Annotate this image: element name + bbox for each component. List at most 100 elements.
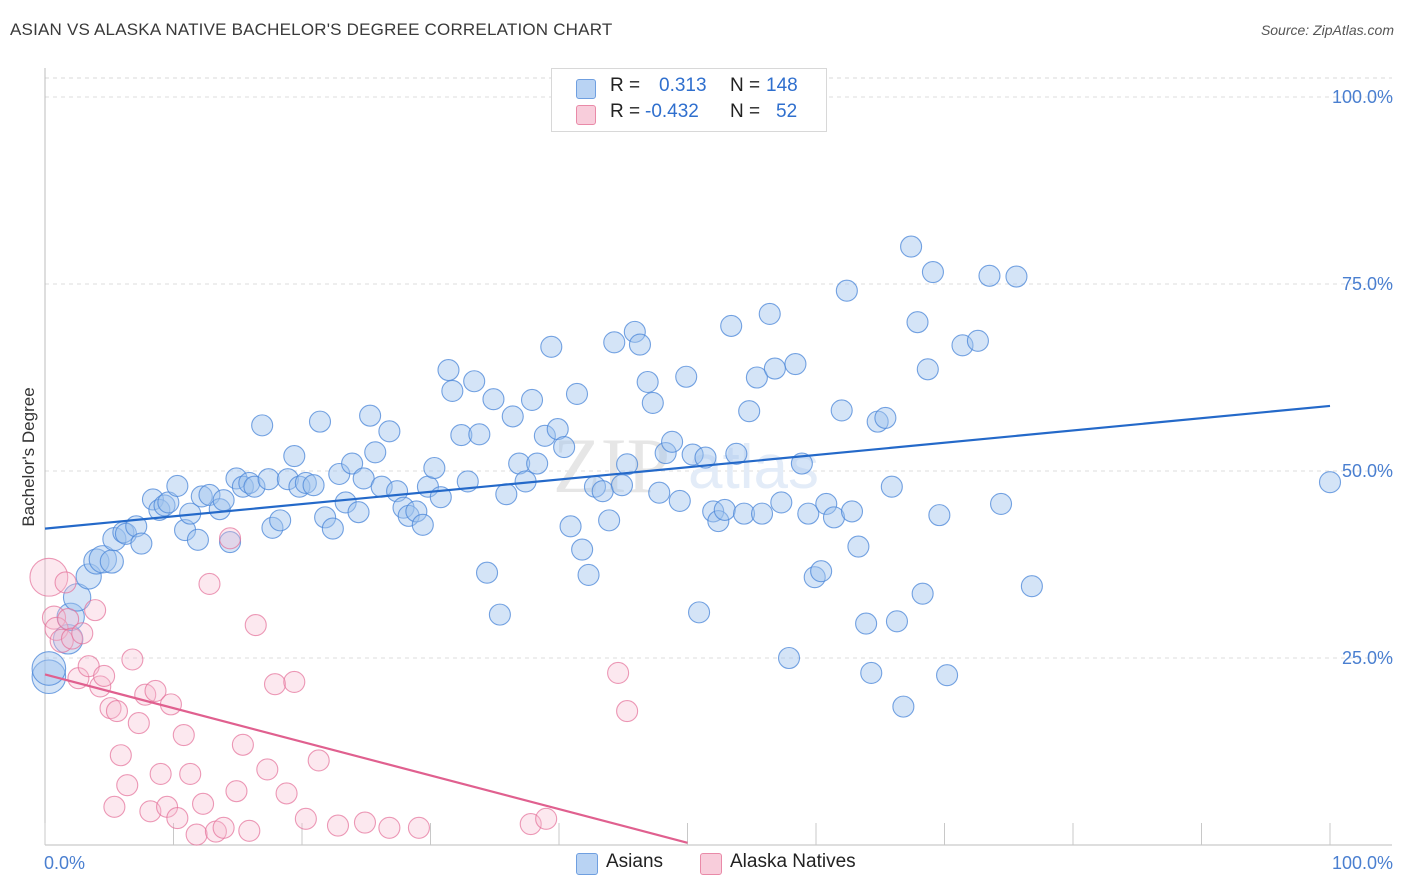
- asian-point: [411, 513, 434, 536]
- asian-point: [501, 405, 524, 428]
- alaska-native-point: [535, 807, 558, 830]
- asian-point: [1005, 265, 1028, 288]
- asian-point: [591, 480, 614, 503]
- trend-lines: [44, 404, 1331, 844]
- y-tick-label: 25.0%: [1342, 648, 1393, 668]
- asian-point: [533, 424, 556, 447]
- asian-point: [784, 352, 807, 376]
- asian-point: [526, 452, 549, 475]
- asian-point: [628, 333, 652, 356]
- asian-point: [571, 538, 594, 561]
- asian-point: [745, 366, 768, 389]
- asian-point: [468, 423, 491, 446]
- alaska-native-trend-line: [44, 673, 688, 844]
- alaska-native-point: [353, 811, 377, 834]
- asian-point: [906, 311, 929, 334]
- alaska-native-point: [179, 762, 202, 785]
- asian-point: [707, 510, 730, 533]
- alaska-native-point: [84, 599, 107, 622]
- asian-point: [928, 504, 951, 527]
- asian-point: [750, 502, 774, 525]
- alaska-natives-legend-swatch: [700, 853, 722, 875]
- alaska-native-point: [378, 816, 401, 839]
- alaska-native-point: [212, 816, 235, 839]
- asian-point: [251, 414, 274, 437]
- asian-point: [921, 260, 944, 284]
- asian-point: [661, 430, 684, 453]
- asians-swatch: [576, 79, 596, 99]
- asian-point: [520, 388, 544, 411]
- asian-point: [1020, 575, 1043, 598]
- asian-point: [797, 502, 820, 525]
- asian-point: [495, 483, 518, 506]
- asian-point: [688, 601, 711, 624]
- asian-point: [790, 452, 813, 475]
- asian-point: [713, 498, 736, 521]
- alaska-native-point: [607, 661, 630, 685]
- asian-point: [815, 492, 838, 515]
- alaska-native-point: [105, 700, 129, 723]
- asian-point: [1318, 471, 1342, 494]
- alaska-native-point: [103, 795, 126, 818]
- asian-point: [190, 485, 213, 508]
- asian-point: [874, 406, 897, 429]
- asian-point: [364, 441, 387, 464]
- alaska-native-point: [29, 557, 69, 597]
- asian-point: [966, 329, 989, 352]
- asian-point: [231, 475, 254, 498]
- alaska-native-point: [185, 823, 208, 846]
- alaska-native-point: [57, 608, 80, 631]
- alaska-native-point: [192, 792, 215, 815]
- asian-point: [616, 453, 639, 476]
- alaska-native-point: [172, 723, 195, 747]
- alaska-native-point: [307, 749, 330, 772]
- alaska-native-point: [144, 679, 167, 702]
- asian-point: [463, 370, 486, 393]
- asian-point: [900, 235, 923, 258]
- alaska-natives-swatch: [576, 105, 596, 125]
- y-tick-label: 75.0%: [1342, 274, 1393, 294]
- x-tick-label: 100.0%: [1332, 853, 1393, 873]
- watermark-zip: ZIP: [553, 422, 670, 509]
- y-axis-label: Bachelor's Degree: [19, 387, 38, 526]
- asian-point: [892, 695, 915, 718]
- asian-point: [276, 468, 299, 491]
- asian-point: [855, 612, 878, 635]
- alaska-native-point: [616, 700, 639, 723]
- alaska-natives-legend-label: Alaska Natives: [730, 851, 856, 872]
- alaska-native-point: [60, 627, 84, 650]
- alaska-native-point: [244, 614, 267, 637]
- alaska-native-point: [109, 744, 132, 767]
- alaska-native-points: [29, 527, 639, 846]
- asian-point: [294, 471, 317, 495]
- asian-point: [830, 399, 853, 422]
- asian-point: [482, 388, 505, 411]
- asian-point: [681, 443, 704, 466]
- asian-points: [31, 235, 1342, 718]
- asian-trend-line: [44, 404, 1331, 530]
- asian-point: [437, 358, 460, 382]
- asian-point: [302, 474, 325, 497]
- asian-point: [803, 566, 826, 589]
- asian-point: [546, 418, 569, 441]
- alaska-native-point: [121, 648, 144, 671]
- asian-point: [488, 603, 511, 626]
- legend-row-asians: R = 0.313 N = 148: [552, 75, 826, 101]
- asian-point: [694, 446, 717, 469]
- asian-point: [936, 664, 959, 687]
- asian-point: [598, 509, 621, 532]
- alaska-native-point: [166, 807, 189, 830]
- alaska-native-point: [283, 670, 306, 693]
- asian-point: [257, 468, 280, 491]
- asians-legend-label: Asians: [606, 851, 664, 872]
- asian-point: [654, 441, 677, 465]
- alaska-native-point: [225, 780, 248, 803]
- asian-point: [212, 489, 235, 512]
- asian-point: [450, 424, 473, 447]
- asian-point: [153, 494, 176, 517]
- asian-point: [308, 410, 332, 433]
- alaska-native-point: [218, 527, 242, 550]
- asian-point: [777, 646, 801, 670]
- asian-point: [641, 391, 664, 414]
